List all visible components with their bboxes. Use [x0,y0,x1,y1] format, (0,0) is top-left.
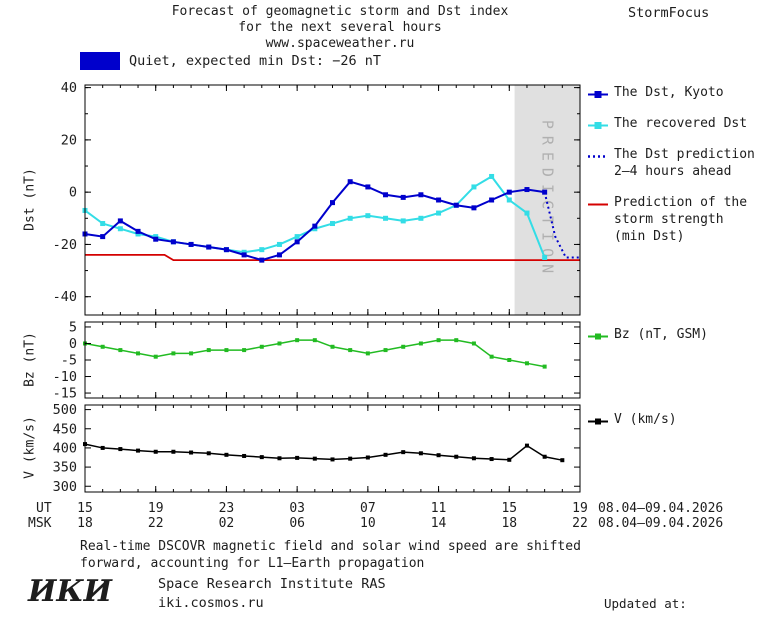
dst-axis-label: Dst (nT) [22,168,38,231]
msk-tick-label: 06 [289,516,305,531]
dotted-line-swatch-icon [588,155,608,158]
legend-item-bz: Bz (nT, GSM) [588,326,708,343]
v-axis-label: V (km/s) [22,416,38,479]
msk-tick-label: 14 [430,516,447,531]
legend-label: V (km/s) [614,412,677,427]
footer-note-line-1: Real-time DSCOVR magnetic field and sola… [80,539,581,554]
institute-name: Space Research Institute RAS [158,576,386,592]
v-legend: V (km/s) [588,411,677,442]
footer-note-line-2: forward, accounting for L1–Earth propaga… [80,556,425,571]
updated-at-title: Updated at: [604,596,687,611]
title-url: www.spaceweather.ru [265,36,415,51]
legend-item-dst-kyoto: The Dst, Kyoto [588,84,755,101]
iki-logo: ИКИ [28,574,112,609]
svg-text:-15: -15 [53,386,77,402]
msk-date-range: 08.04–09.04.2026 [598,516,724,531]
line-swatch-icon [588,203,608,206]
msk-tick-label: 02 [218,516,235,531]
svg-text:-20: -20 [53,237,77,253]
dst-legend: The Dst, Kyoto The recovered Dst The Dst… [588,84,755,259]
legend-item-storm-strength: Prediction of the storm strength (min Ds… [588,194,755,245]
chart-title: Forecast of geomagnetic storm and Dst in… [80,4,600,52]
line-square-swatch-icon [588,122,608,129]
ut-tick-label: 11 [430,501,447,516]
svg-text:0: 0 [69,336,77,352]
title-line-1: Forecast of geomagnetic storm and Dst in… [171,4,509,19]
ut-tick-label: 03 [289,501,305,516]
msk-tick-label: 18 [501,516,518,531]
legend-label: The recovered Dst [614,116,748,131]
ut-tick-label: 23 [218,501,235,516]
msk-tick-label: 18 [77,516,93,531]
legend-label: Bz (nT, GSM) [614,327,708,342]
msk-tick-label: 22 [147,516,164,531]
line-square-swatch-icon [588,91,608,98]
svg-text:500: 500 [53,402,77,418]
msk-axis-name: MSK [28,516,52,531]
legend-item-recovered-dst: The recovered Dst [588,115,755,132]
svg-text:PREDICTION: PREDICTION [538,120,556,280]
svg-text:-5: -5 [61,353,77,369]
svg-text:-40: -40 [53,289,77,305]
svg-text:400: 400 [53,440,77,456]
ut-tick-label: 15 [501,501,518,516]
msk-tick-label: 10 [360,516,376,531]
msk-tick-label: 22 [572,516,588,531]
ut-tick-label: 19 [572,501,588,516]
time-axis: UT MSK 08.04–09.04.2026 08.04–09.04.2026… [0,501,760,533]
legend-item-v: V (km/s) [588,411,677,428]
status-color-swatch [80,52,120,70]
ut-tick-label: 07 [360,501,376,516]
footer-note: Real-time DSCOVR magnetic field and sola… [80,538,581,572]
svg-text:450: 450 [53,421,77,437]
status-text: Quiet, expected min Dst: −26 nT [129,53,381,69]
svg-text:-10: -10 [53,369,77,385]
ut-tick-label: 19 [147,501,164,516]
legend-label: Prediction of the storm strength (min Ds… [614,195,748,244]
legend-item-dst-prediction: The Dst prediction 2–4 hours ahead [588,146,755,180]
institute-site: iki.cosmos.ru [158,595,264,611]
ut-date-range: 08.04–09.04.2026 [598,501,724,516]
legend-label: The Dst prediction 2–4 hours ahead [614,147,755,179]
status-banner: Quiet, expected min Dst: −26 nT [80,52,381,70]
title-line-2: for the next several hours [238,20,442,35]
updated-at-block: Updated at: UT 15:05, 09.04.2026 MSK 18:… [604,564,760,620]
brand-stormfocus: StormFocus [628,5,710,21]
legend-label: The Dst, Kyoto [614,85,724,100]
ut-axis-name: UT [36,501,52,516]
svg-text:5: 5 [69,319,77,335]
ut-tick-label: 15 [77,501,93,516]
line-square-swatch-icon [588,333,608,340]
svg-text:300: 300 [53,479,77,495]
svg-text:350: 350 [53,460,77,476]
svg-text:0: 0 [69,185,77,201]
line-square-swatch-icon [588,418,608,425]
svg-text:40: 40 [61,80,77,96]
svg-text:20: 20 [61,132,77,148]
bz-legend: Bz (nT, GSM) [588,326,708,357]
